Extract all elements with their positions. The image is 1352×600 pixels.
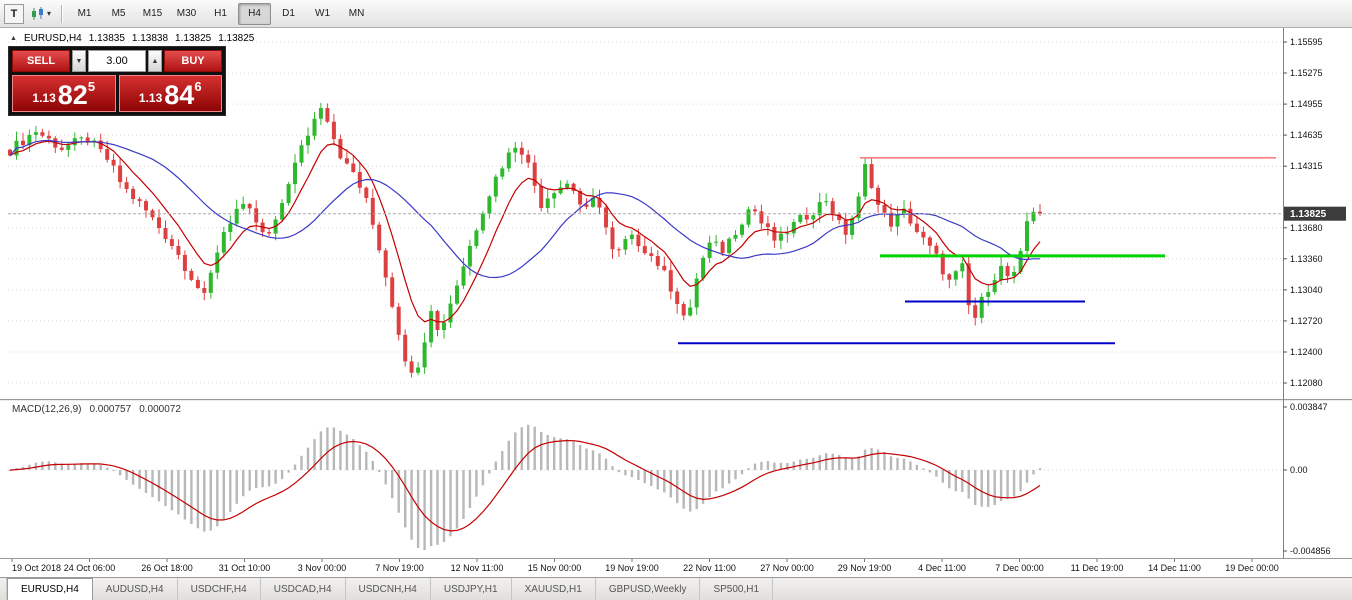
time-axis-label: 15 Nov 00:00 <box>528 563 582 573</box>
volume-increase-button[interactable]: ▲ <box>148 50 162 72</box>
time-axis-label: 14 Dec 11:00 <box>1148 563 1201 573</box>
time-axis-label: 19 Nov 19:00 <box>605 563 659 573</box>
timeframe-button-m30[interactable]: M30 <box>176 8 197 19</box>
tab-sp500-h1[interactable]: SP500,H1 <box>700 578 774 600</box>
tab-audusd-h4[interactable]: AUDUSD,H4 <box>93 578 178 600</box>
macd-main-value: 0.000757 <box>89 404 132 415</box>
time-axis-label: 3 Nov 00:00 <box>298 563 347 573</box>
macd-histogram <box>8 424 1042 550</box>
price-axis-label: 1.15595 <box>1290 37 1323 47</box>
chart-tools-button[interactable]: ▾ <box>27 5 55 23</box>
tab-usdjpy-h1[interactable]: USDJPY,H1 <box>431 578 512 600</box>
time-axis-label: 26 Oct 18:00 <box>141 563 193 573</box>
price-axis-label: 1.14955 <box>1290 99 1323 109</box>
price-axis-label: 1.13680 <box>1290 223 1323 233</box>
price-axis-label: 1.12400 <box>1290 347 1323 357</box>
macd-axis-label: -0.004856 <box>1290 546 1331 556</box>
candles <box>8 102 1042 378</box>
window-menu-icon[interactable]: T <box>4 3 24 24</box>
time-axis-label: 7 Dec 00:00 <box>995 563 1044 573</box>
sell-button[interactable]: SELL <box>12 50 70 72</box>
current-price-badge-label: 1.13825 <box>1290 209 1327 220</box>
dropdown-arrow-icon: ▾ <box>47 9 52 18</box>
one-click-toggle-icon[interactable]: ▲ <box>10 35 17 42</box>
sell-price-button[interactable]: 1.13 82 5 <box>12 75 116 112</box>
buy-price-prefix: 1.13 <box>138 91 163 105</box>
current-price-badge <box>1284 206 1346 221</box>
candlestick-chart-icon <box>32 6 43 20</box>
timeframe-button-h4[interactable]: H4 <box>238 2 272 25</box>
price-axis-label: 1.12080 <box>1290 378 1323 388</box>
ohlc-high: 1.13838 <box>131 33 169 44</box>
time-axis-label: 19 Dec 00:00 <box>1225 563 1279 573</box>
timeframe-button-d1[interactable]: D1 <box>282 8 295 19</box>
timeframe-toolbar: M1 M5 M15 M30 H1 H4 D1 W1 MN <box>68 2 373 25</box>
timeframe-button-w1[interactable]: W1 <box>315 8 331 19</box>
ohlc-low: 1.13825 <box>175 33 212 44</box>
time-axis-label: 29 Nov 19:00 <box>838 563 892 573</box>
tabbar-gutter <box>0 578 7 600</box>
macd-axis-label: 0.003847 <box>1290 402 1328 412</box>
volume-decrease-button[interactable]: ▼ <box>72 50 86 72</box>
one-click-trading-panel: SELL ▼ 3.00 ▲ BUY 1.13 82 5 1.13 84 6 <box>8 46 226 116</box>
time-axis-label: 12 Nov 11:00 <box>451 563 504 573</box>
sell-price-pip: 5 <box>87 79 96 94</box>
timeframe-button-m5[interactable]: M5 <box>111 8 126 19</box>
price-axis-label: 1.13040 <box>1290 285 1323 295</box>
time-axis-label: 24 Oct 06:00 <box>64 563 116 573</box>
tab-usdcad-h4[interactable]: USDCAD,H4 <box>261 578 346 600</box>
time-axis-label: 4 Dec 11:00 <box>918 563 966 573</box>
time-axis-label: 19 Oct 2018 <box>12 563 61 573</box>
symbol-period-label: EURUSD,H4 <box>23 33 82 44</box>
macd-signal-line <box>9 439 1041 532</box>
price-axis-label: 1.15275 <box>1290 68 1323 78</box>
buy-button[interactable]: BUY <box>164 50 222 72</box>
price-chart[interactable]: 1.155951.152751.149551.146351.143151.136… <box>0 28 1352 577</box>
slow-ma-line <box>9 139 1040 279</box>
price-axis-label: 1.12720 <box>1290 316 1323 326</box>
macd-label: MACD(12,26,9) <box>12 404 82 415</box>
volume-input[interactable]: 3.00 <box>88 50 146 72</box>
fast-ma-line <box>9 140 1041 323</box>
timeframe-button-m15[interactable]: M15 <box>142 8 163 19</box>
price-axis-label: 1.14635 <box>1290 130 1323 140</box>
ohlc-open: 1.13835 <box>88 33 125 44</box>
main-toolbar: T ▾ M1 M5 M15 M30 H1 H4 D1 W1 MN <box>0 0 1352 28</box>
time-axis-label: 22 Nov 11:00 <box>683 563 736 573</box>
tab-usdchf-h4[interactable]: USDCHF,H4 <box>178 578 261 600</box>
ohlc-close: 1.13825 <box>218 33 255 44</box>
chart-header: ▲ EURUSD,H4 1.13835 1.13838 1.13825 1.13… <box>10 33 254 44</box>
time-axis-label: 31 Oct 10:00 <box>219 563 271 573</box>
buy-price-button[interactable]: 1.13 84 6 <box>118 75 222 112</box>
time-axis-label: 27 Nov 00:00 <box>760 563 814 573</box>
tab-xauusd-h1[interactable]: XAUUSD,H1 <box>512 578 596 600</box>
macd-axis-label: 0.00 <box>1290 465 1308 475</box>
tab-usdcnh-h4[interactable]: USDCNH,H4 <box>346 578 431 600</box>
tab-eurusd-h4[interactable]: EURUSD,H4 <box>7 578 93 600</box>
buy-price-pip: 6 <box>194 79 202 94</box>
timeframe-button-m1[interactable]: M1 <box>77 8 92 19</box>
time-axis-label: 7 Nov 19:00 <box>375 563 424 573</box>
chart-tabbar: EURUSD,H4 AUDUSD,H4 USDCHF,H4 USDCAD,H4 USDC… <box>0 577 1352 600</box>
toolbar-separator <box>61 4 63 23</box>
sell-price-prefix: 1.13 <box>32 91 56 105</box>
macd-header: MACD(12,26,9) 0.000757 0.000072 <box>12 404 181 415</box>
price-axis-label: 1.14315 <box>1290 161 1323 171</box>
timeframe-button-h1[interactable]: H1 <box>214 8 227 19</box>
buy-price-big: 84 <box>164 80 195 110</box>
price-axis-label: 1.13360 <box>1290 254 1323 264</box>
time-axis-label: 11 Dec 19:00 <box>1071 563 1124 573</box>
subwindow-divider[interactable] <box>0 399 1352 402</box>
timeframe-button-mn[interactable]: MN <box>348 8 365 19</box>
tab-gbpusd-weekly[interactable]: GBPUSD,Weekly <box>596 578 701 600</box>
macd-signal-value: 0.000072 <box>139 404 181 415</box>
sell-price-big: 82 <box>57 80 88 110</box>
